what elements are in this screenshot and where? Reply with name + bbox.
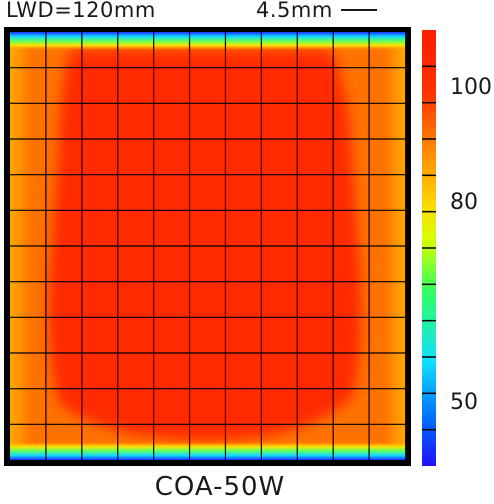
grid-lines (10, 32, 405, 460)
colorbar-tick-label-80: 80 (450, 190, 478, 215)
heatmap-bottom-edge (10, 442, 405, 460)
chart-title: COA-50W (154, 472, 286, 502)
heatmap-top-edge (10, 32, 405, 50)
working-distance-label: LWD=120mm (6, 0, 156, 22)
scale-label: 4.5mm (256, 0, 333, 22)
colorbar-ticks (422, 65, 436, 431)
heatmap-core-region (48, 50, 362, 440)
colorbar-tick-label-50: 50 (450, 390, 478, 415)
colorbar-tick-label-100: 100 (450, 75, 492, 100)
heatmap-field (10, 32, 405, 460)
scale-bar (341, 9, 377, 11)
